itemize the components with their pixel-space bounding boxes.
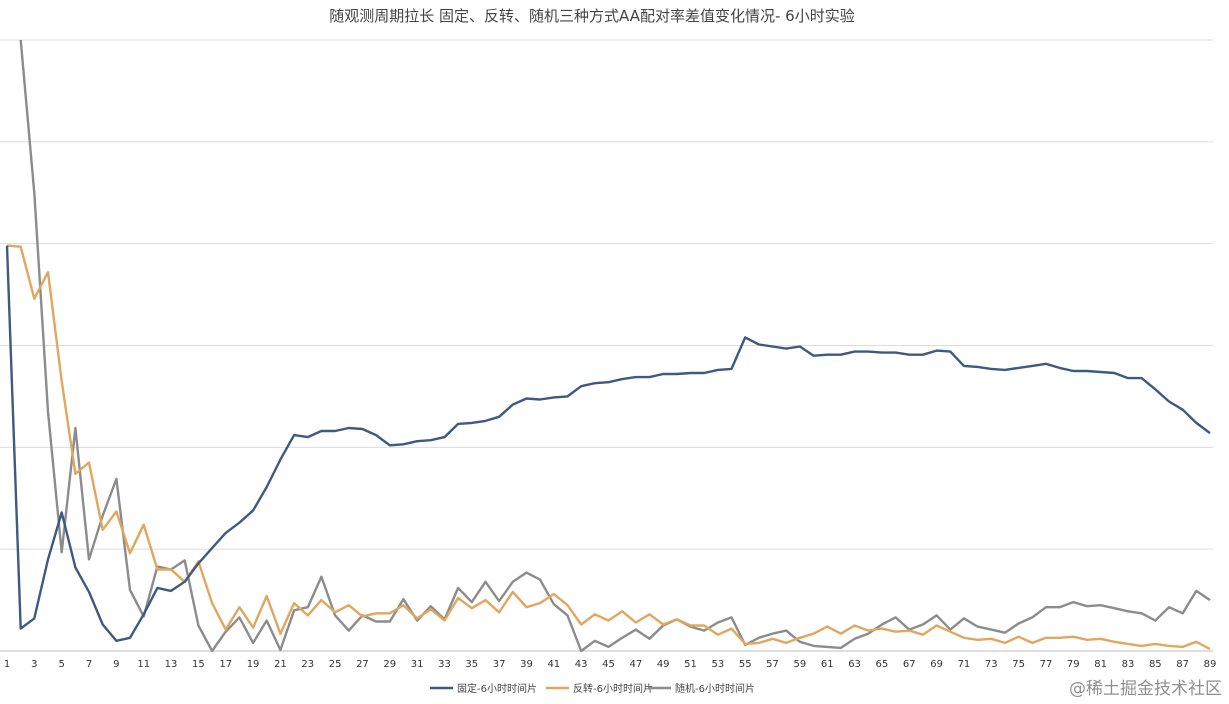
x-tick-label: 19 bbox=[247, 659, 260, 670]
x-tick-label: 71 bbox=[958, 659, 971, 670]
x-tick-label: 31 bbox=[411, 659, 424, 670]
x-tick-label: 3 bbox=[31, 659, 37, 670]
x-tick-label: 51 bbox=[684, 659, 697, 670]
series-line-reverse bbox=[6, 244, 1211, 651]
x-tick-label: 45 bbox=[602, 659, 615, 670]
x-tick-label: 11 bbox=[137, 659, 150, 670]
x-tick-label: 65 bbox=[876, 659, 889, 670]
x-tick-label: 69 bbox=[930, 659, 943, 670]
x-tick-label: 39 bbox=[520, 659, 533, 670]
x-tick-label: 7 bbox=[86, 659, 92, 670]
x-tick-label: 79 bbox=[1067, 659, 1080, 670]
series-line-random bbox=[19, 40, 1211, 653]
legend-label: 固定-6小时时间片 bbox=[457, 682, 537, 695]
x-tick-label: 37 bbox=[493, 659, 506, 670]
legend-label: 随机-6小时时间片 bbox=[675, 682, 755, 695]
x-tick-label: 35 bbox=[465, 659, 478, 670]
x-tick-label: 61 bbox=[821, 659, 834, 670]
x-tick-label: 87 bbox=[1176, 659, 1189, 670]
x-tick-label: 59 bbox=[794, 659, 807, 670]
x-tick-label: 67 bbox=[903, 659, 916, 670]
x-tick-label: 85 bbox=[1149, 659, 1162, 670]
x-tick-label: 73 bbox=[985, 659, 998, 670]
x-tick-label: 25 bbox=[329, 659, 342, 670]
x-tick-label: 15 bbox=[192, 659, 205, 670]
x-tick-label: 75 bbox=[1012, 659, 1025, 670]
x-tick-label: 29 bbox=[383, 659, 396, 670]
legend: 固定-6小时时间片 反转-6小时时间片 随机-6小时时间片 bbox=[430, 682, 755, 695]
x-tick-label: 21 bbox=[274, 659, 287, 670]
series-lines bbox=[5, 40, 1211, 653]
chart-title: 随观测周期拉长 固定、反转、随机三种方式AA配对率差值变化情况- 6小时实验 bbox=[329, 7, 854, 25]
x-tick-label: 57 bbox=[766, 659, 779, 670]
legend-label: 反转-6小时时间片 bbox=[573, 682, 653, 695]
series-line-fixed bbox=[5, 245, 1211, 642]
watermark-text: @稀土掘金技术社区 bbox=[1069, 679, 1222, 699]
x-tick-label: 41 bbox=[547, 659, 560, 670]
x-tick-label: 9 bbox=[113, 659, 119, 670]
x-tick-label: 89 bbox=[1204, 659, 1217, 670]
x-tick-label: 1 bbox=[4, 659, 10, 670]
x-axis-tick-labels: 1 3 5 7 9 11 13 15 17 19 21 23 25 27 29 31 33 35 37 39 41 43 4… bbox=[4, 659, 1217, 670]
x-tick-label: 5 bbox=[58, 659, 64, 670]
x-tick-label: 17 bbox=[219, 659, 232, 670]
x-tick-label: 27 bbox=[356, 659, 369, 670]
x-tick-label: 43 bbox=[575, 659, 588, 670]
x-tick-label: 63 bbox=[848, 659, 861, 670]
x-tick-label: 55 bbox=[739, 659, 752, 670]
x-tick-label: 53 bbox=[711, 659, 724, 670]
x-tick-label: 77 bbox=[1040, 659, 1053, 670]
x-tick-label: 23 bbox=[301, 659, 314, 670]
x-tick-label: 81 bbox=[1094, 659, 1107, 670]
x-tick-label: 49 bbox=[657, 659, 670, 670]
x-tick-label: 47 bbox=[629, 659, 642, 670]
x-tick-label: 33 bbox=[438, 659, 451, 670]
gridlines bbox=[0, 39, 1213, 652]
x-tick-label: 83 bbox=[1122, 659, 1135, 670]
x-tick-label: 13 bbox=[165, 659, 178, 670]
